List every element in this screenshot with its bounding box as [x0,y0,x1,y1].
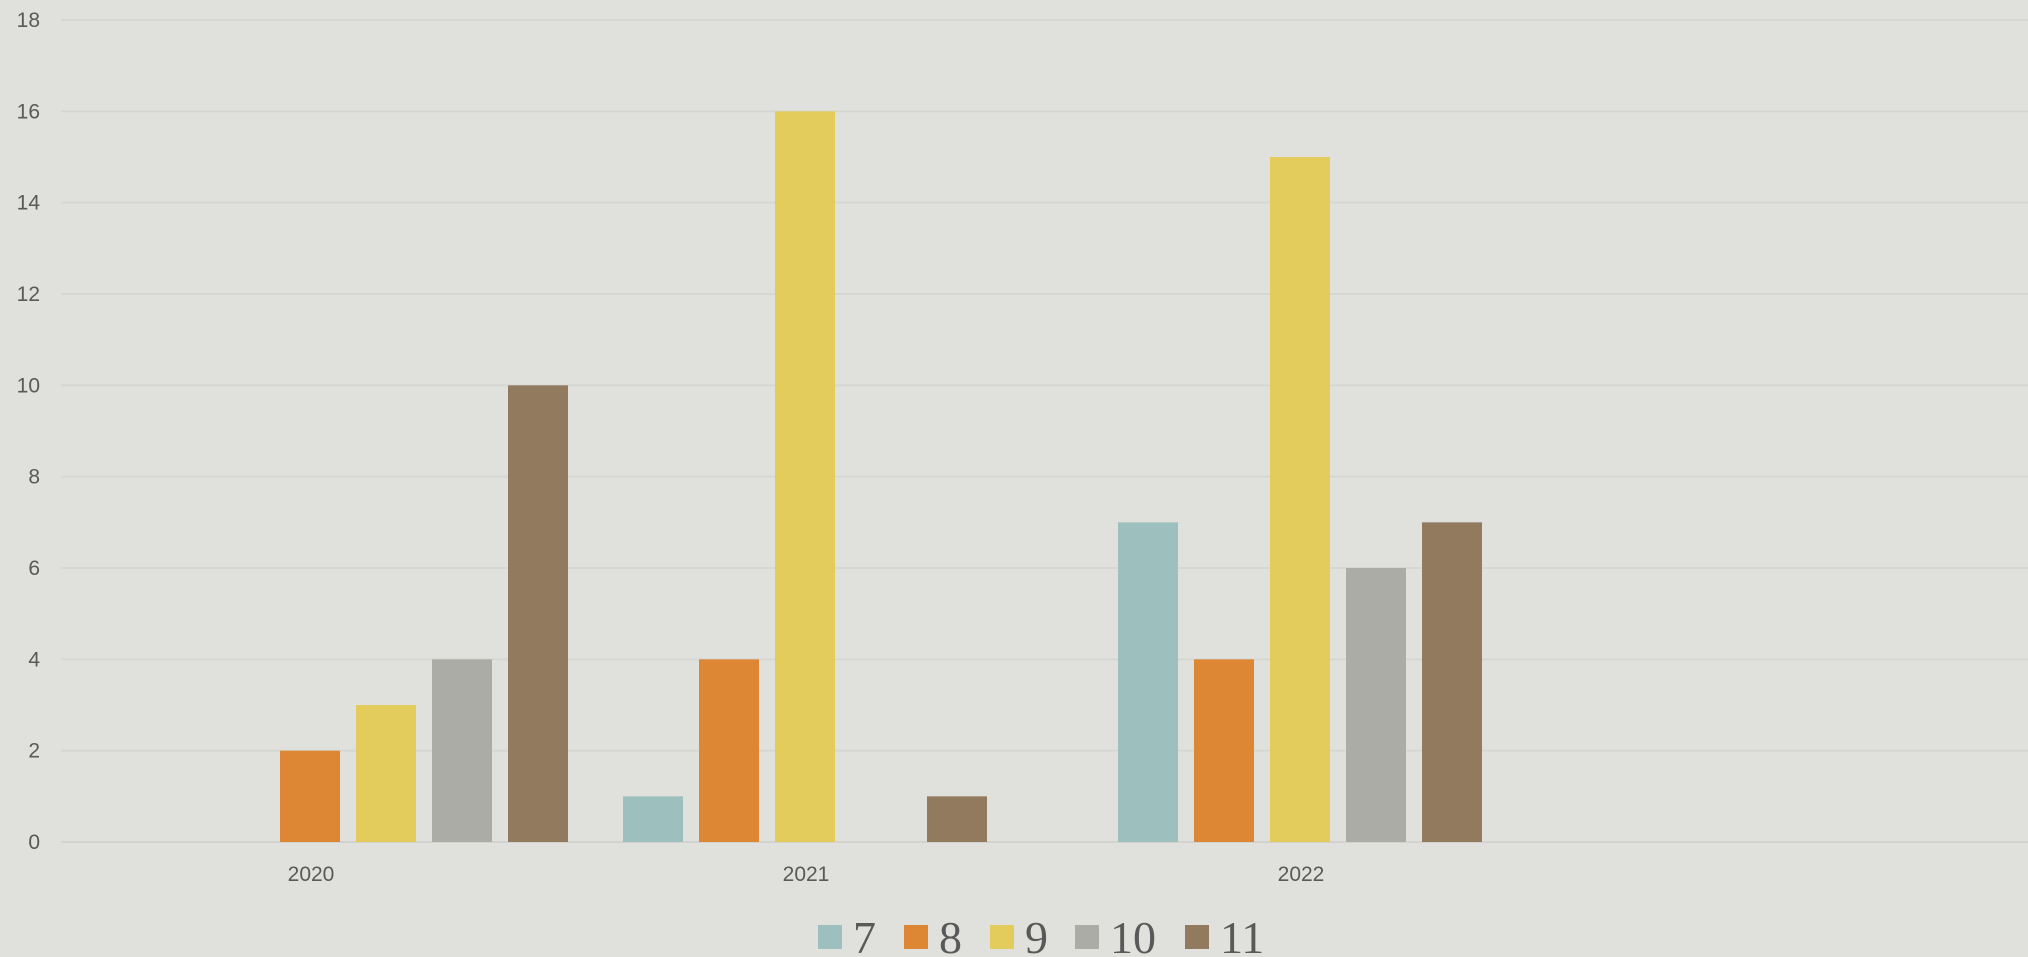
legend: 7 8 9 10 11 [818,912,1264,957]
legend-label-7: 7 [853,912,876,957]
bar-2020-series-10 [432,659,492,842]
y-tick-label: 8 [28,466,40,489]
legend-swatch-8 [904,925,928,949]
y-tick-label: 6 [28,557,40,580]
x-tick-label: 2021 [783,863,830,886]
legend-label-9: 9 [1025,912,1048,957]
legend-swatch-7 [818,925,842,949]
legend-swatch-9 [990,925,1014,949]
legend-label-8: 8 [939,912,962,957]
bar-2022-series-7 [1118,522,1178,842]
x-axis-tick-labels: 2020 2021 2022 [288,863,1325,886]
bar-2020-series-11 [508,385,568,842]
legend-swatch-10 [1075,925,1099,949]
bar-2022-series-8 [1194,659,1254,842]
y-tick-label: 2 [28,740,40,763]
y-axis-tick-labels: 0 2 4 6 8 10 12 14 16 18 [17,9,41,854]
bar-2021-series-7 [623,796,683,842]
bar-2021-series-11 [927,796,987,842]
bar-2020-series-9 [356,705,416,842]
bar-2022-series-11 [1422,522,1482,842]
legend-swatch-11 [1185,925,1209,949]
y-tick-label: 10 [17,374,40,397]
y-tick-label: 14 [17,192,41,215]
legend-label-10: 10 [1110,912,1156,957]
x-tick-label: 2020 [288,863,335,886]
bar-2022-series-10 [1346,568,1406,842]
y-tick-label: 0 [28,831,40,854]
y-tick-label: 18 [17,9,40,32]
bar-2021-series-9 [775,111,835,843]
bar-2022-series-9 [1270,157,1330,842]
legend-label-11: 11 [1220,912,1264,957]
x-tick-label: 2022 [1278,863,1325,886]
bar-2020-series-8 [280,750,340,842]
y-tick-label: 12 [17,283,40,306]
bars [280,111,1482,843]
bar-2021-series-8 [699,659,759,842]
y-tick-label: 4 [28,648,40,671]
y-tick-label: 16 [17,100,40,123]
